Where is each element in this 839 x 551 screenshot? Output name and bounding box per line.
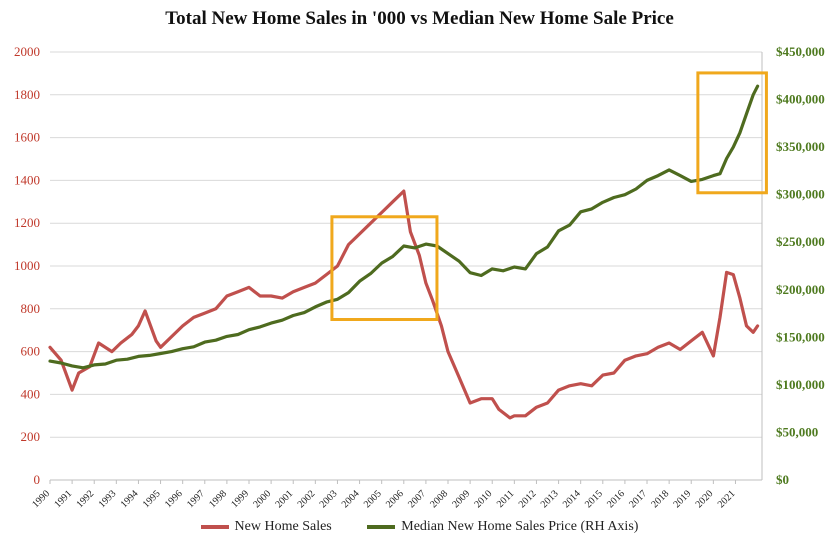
x-tick-label: 2000 — [251, 488, 273, 510]
x-axis-ticks: 1990 1991 1992 1993 1994 1995 1996 1997 1998 1999… — [30, 480, 738, 510]
right-tick-label: $150,000 — [776, 329, 825, 344]
left-tick-label: 1800 — [14, 87, 40, 102]
x-tick-label: 2007 — [406, 488, 428, 510]
x-tick-label: 2010 — [472, 488, 494, 510]
right-tick-label: $250,000 — [776, 234, 825, 249]
x-tick-label: 1992 — [74, 488, 96, 510]
x-tick-label: 2012 — [517, 488, 539, 510]
left-tick-label: 200 — [21, 429, 41, 444]
right-tick-label: $350,000 — [776, 139, 825, 154]
right-tick-label: $300,000 — [776, 187, 825, 202]
x-tick-label: 2020 — [694, 488, 716, 510]
right-axis-ticks: $0 $50,000 $100,000 $150,000 $200,000 $250,00… — [776, 44, 825, 487]
highlight-box-2 — [696, 71, 768, 195]
x-tick-label: 2008 — [428, 488, 450, 510]
x-tick-label: 1997 — [185, 488, 207, 510]
left-tick-label: 2000 — [14, 44, 40, 59]
x-tick-label: 2004 — [340, 488, 362, 510]
x-tick-label: 2015 — [583, 488, 605, 510]
x-tick-label: 2001 — [273, 488, 295, 510]
x-tick-label: 2013 — [539, 488, 561, 510]
x-tick-label: 1993 — [97, 488, 119, 510]
series-lines — [48, 84, 760, 420]
x-tick-label: 1995 — [141, 488, 163, 510]
left-tick-label: 400 — [21, 386, 41, 401]
x-tick-label: 2017 — [627, 488, 649, 510]
x-tick-label: 1996 — [163, 488, 185, 510]
x-tick-label: 2006 — [384, 488, 406, 510]
legend-swatch-new-home-sales — [200, 525, 229, 529]
legend-item-median-price: Median New Home Sales Price (RH Axis) — [367, 519, 638, 535]
x-tick-label: 1998 — [207, 488, 229, 510]
x-tick-label: 2016 — [605, 488, 627, 510]
legend-label-median-price: Median New Home Sales Price (RH Axis) — [401, 519, 639, 534]
series-line-new-home-sales — [48, 189, 760, 420]
x-tick-label: 1999 — [229, 488, 251, 510]
x-tick-label: 1991 — [52, 488, 74, 510]
left-tick-label: 1400 — [14, 172, 40, 187]
x-tick-label: 2005 — [362, 488, 384, 510]
highlight-box-1 — [330, 215, 439, 321]
highlight-boxes — [330, 71, 768, 321]
left-tick-label: 800 — [21, 301, 41, 316]
right-tick-label: $400,000 — [776, 92, 825, 107]
left-tick-label: 600 — [21, 344, 41, 359]
x-tick-label: 2019 — [671, 488, 693, 510]
right-tick-label: $0 — [776, 472, 789, 487]
legend-item-new-home-sales: New Home Sales — [200, 519, 332, 535]
left-tick-label: 1600 — [14, 130, 40, 145]
right-tick-label: $100,000 — [776, 377, 825, 392]
x-tick-label: 2021 — [716, 488, 738, 510]
x-tick-label: 1994 — [119, 488, 141, 510]
x-tick-label: 2002 — [296, 488, 318, 510]
x-tick-label: 1990 — [30, 488, 52, 510]
legend: New Home Sales Median New Home Sales Pri… — [0, 518, 839, 535]
chart-title: Total New Home Sales in '000 vs Median N… — [165, 8, 674, 29]
x-tick-label: 2011 — [495, 488, 517, 510]
x-tick-label: 2014 — [561, 488, 583, 510]
x-tick-label: 2009 — [450, 488, 472, 510]
right-tick-label: $50,000 — [776, 424, 818, 439]
right-tick-label: $200,000 — [776, 282, 825, 297]
left-axis-ticks: 0 200 400 600 800 1000 1200 1400 1600 1800 2000 — [14, 44, 40, 487]
left-tick-label: 1000 — [14, 258, 40, 273]
left-tick-label: 0 — [34, 472, 41, 487]
right-tick-label: $450,000 — [776, 44, 825, 59]
x-tick-label: 2003 — [318, 488, 340, 510]
gridlines — [50, 51, 763, 481]
legend-swatch-median-price — [367, 525, 396, 529]
left-tick-label: 1200 — [14, 215, 40, 230]
legend-label-new-home-sales: New Home Sales — [234, 519, 332, 534]
series-line-median-price — [48, 84, 760, 370]
x-tick-label: 2018 — [649, 488, 671, 510]
